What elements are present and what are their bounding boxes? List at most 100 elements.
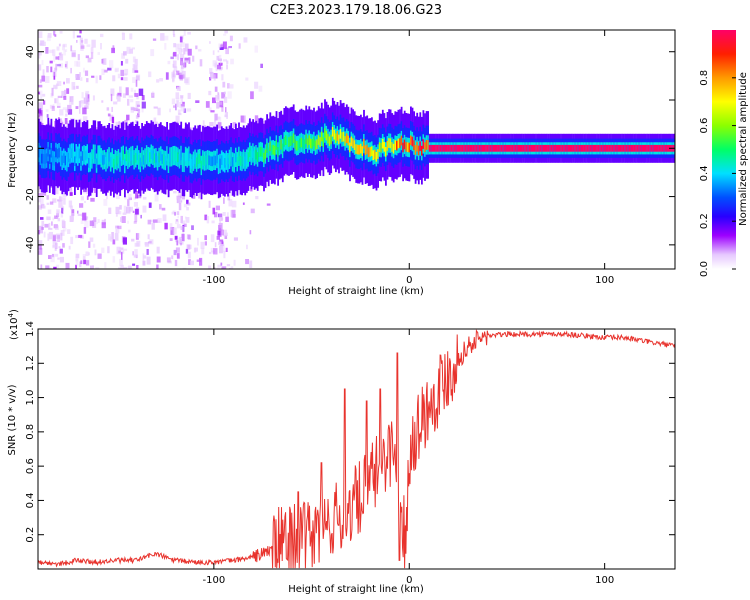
- noise-cell: [60, 120, 64, 125]
- noise-cell: [40, 40, 45, 46]
- noise-cell: [53, 84, 58, 89]
- noise-cell: [148, 71, 152, 78]
- colorbar-gradient: [712, 30, 736, 269]
- noise-cell: [230, 58, 234, 65]
- noise-cell: [230, 266, 234, 269]
- noise-cell: [148, 202, 152, 208]
- ridge-cell: [256, 152, 259, 162]
- ridge-cell: [114, 154, 117, 165]
- ridge-cell: [394, 140, 397, 150]
- noise-cell: [104, 218, 106, 225]
- ridge-cell: [452, 144, 454, 152]
- noise-cell: [48, 222, 51, 229]
- noise-cell: [172, 63, 175, 68]
- noise-cell: [129, 48, 133, 54]
- ridge-cell: [299, 138, 301, 149]
- noise-cell: [125, 58, 129, 64]
- ridge-cell: [191, 159, 193, 169]
- ridge-cell: [188, 151, 190, 161]
- noise-cell: [53, 30, 56, 36]
- noise-cell: [56, 102, 61, 106]
- ridge-cell: [500, 144, 503, 152]
- ridge-cell: [617, 144, 620, 152]
- noise-cell: [177, 43, 182, 50]
- ridge-cell: [363, 138, 365, 149]
- noise-cell: [80, 260, 83, 264]
- noise-cell: [219, 44, 223, 47]
- noise-cell: [90, 47, 94, 54]
- noise-cell: [143, 255, 147, 259]
- noise-cell: [76, 61, 81, 67]
- y-tick-label: 1.2: [25, 355, 36, 371]
- ridge-cell: [292, 133, 295, 144]
- noise-cell: [175, 92, 180, 99]
- noise-cell: [156, 256, 161, 263]
- noise-cell: [78, 234, 83, 238]
- noise-cell: [127, 220, 129, 224]
- ridge-cell: [127, 154, 129, 165]
- ridge-cell: [513, 144, 515, 152]
- noise-cell: [217, 64, 222, 70]
- snr-series-line: [38, 329, 675, 569]
- noise-cell: [119, 247, 124, 250]
- ridge-cell: [624, 144, 626, 152]
- noise-cell: [177, 54, 179, 61]
- noise-cell: [183, 223, 187, 227]
- noise-cell: [112, 256, 116, 263]
- noise-cell: [134, 70, 139, 73]
- noise-cell: [123, 205, 127, 214]
- ridge-cell: [586, 144, 589, 152]
- noise-cell: [57, 95, 62, 98]
- ridge-cell: [42, 154, 45, 164]
- noise-cell: [62, 228, 67, 232]
- noise-cell: [53, 54, 56, 63]
- noise-cell: [95, 222, 98, 225]
- noise-cell: [127, 98, 130, 106]
- noise-cell: [46, 195, 49, 200]
- ridge-cell: [352, 138, 354, 148]
- ridge-cell: [392, 143, 395, 154]
- noise-cell: [56, 83, 59, 87]
- noise-cell: [44, 223, 49, 228]
- ridge-cell: [603, 144, 606, 152]
- ridge-cell: [313, 136, 315, 147]
- ridge-cell: [230, 151, 233, 162]
- ridge-cell: [549, 144, 551, 152]
- snr-frame: [37, 328, 676, 570]
- noise-cell: [50, 256, 55, 263]
- ridge-cell: [150, 149, 153, 159]
- noise-cell: [183, 108, 187, 113]
- noise-cell: [214, 249, 217, 253]
- noise-cell: [142, 205, 147, 213]
- noise-cell: [229, 35, 233, 42]
- noise-cell: [123, 51, 127, 56]
- spectrogram-frame: [37, 29, 676, 270]
- noise-cell: [104, 262, 107, 269]
- ridge-cell: [244, 156, 247, 167]
- ridge-cell: [335, 133, 337, 144]
- ridge-cell: [291, 135, 293, 146]
- noise-cell: [169, 108, 171, 113]
- noise-cell: [90, 52, 94, 59]
- ridge-cell: [44, 154, 47, 164]
- noise-cell: [89, 237, 94, 242]
- noise-cell: [254, 45, 258, 53]
- noise-cell: [75, 255, 79, 262]
- noise-cell: [71, 82, 76, 90]
- noise-cell: [160, 33, 165, 41]
- noise-cell: [84, 105, 89, 109]
- noise-cell: [218, 54, 222, 60]
- noise-cell: [67, 229, 71, 234]
- noise-cell: [110, 236, 112, 242]
- ridge-cell: [492, 144, 495, 152]
- noise-cell: [215, 205, 220, 211]
- ridge-cell: [596, 144, 598, 152]
- ridge-cell: [366, 144, 369, 155]
- ridge-cell: [605, 144, 608, 152]
- ridge-cell: [88, 157, 90, 168]
- noise-cell: [113, 101, 118, 105]
- ridge-cell: [47, 146, 50, 157]
- noise-cell: [167, 60, 171, 65]
- noise-cell: [49, 201, 54, 205]
- noise-cell: [175, 43, 179, 52]
